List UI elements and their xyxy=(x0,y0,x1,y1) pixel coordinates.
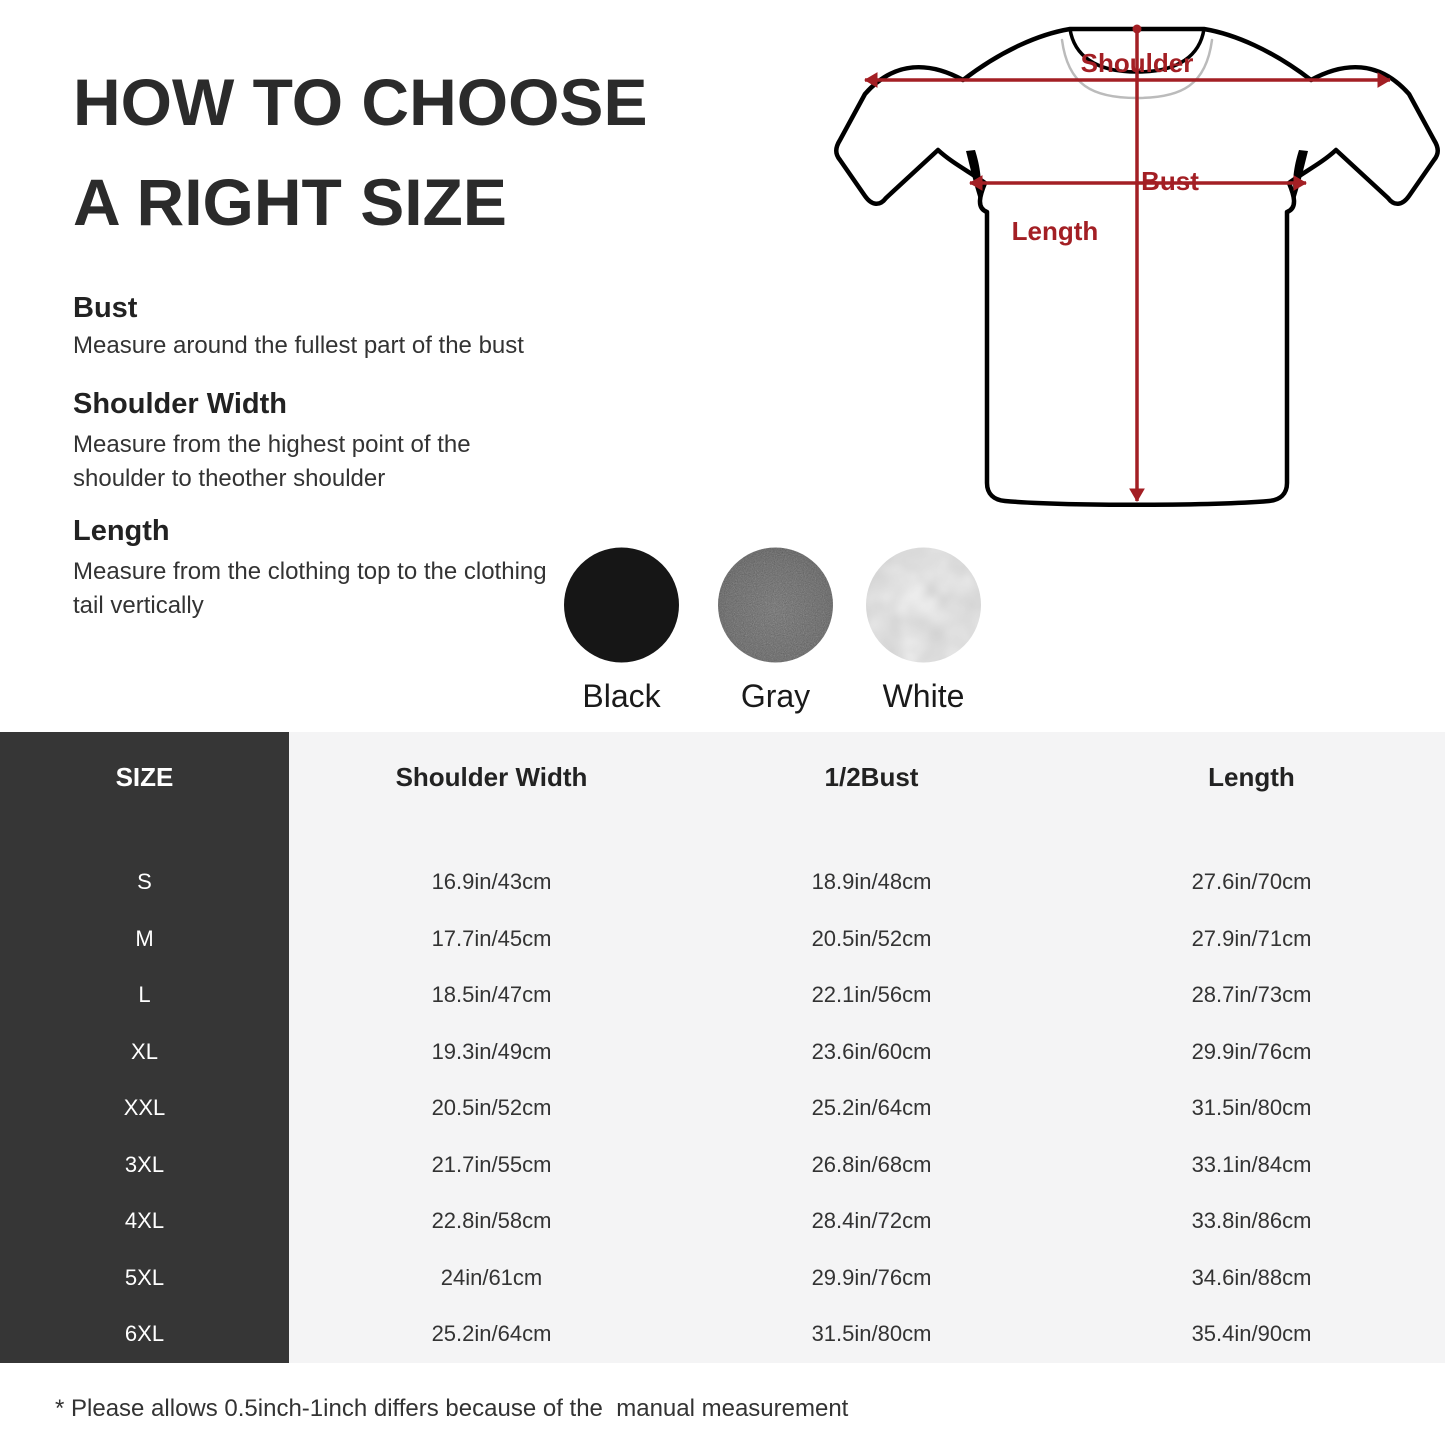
svg-text:Shoulder: Shoulder xyxy=(1081,48,1194,78)
svg-text:Length: Length xyxy=(1012,216,1099,246)
svg-text:Bust: Bust xyxy=(1141,166,1199,196)
